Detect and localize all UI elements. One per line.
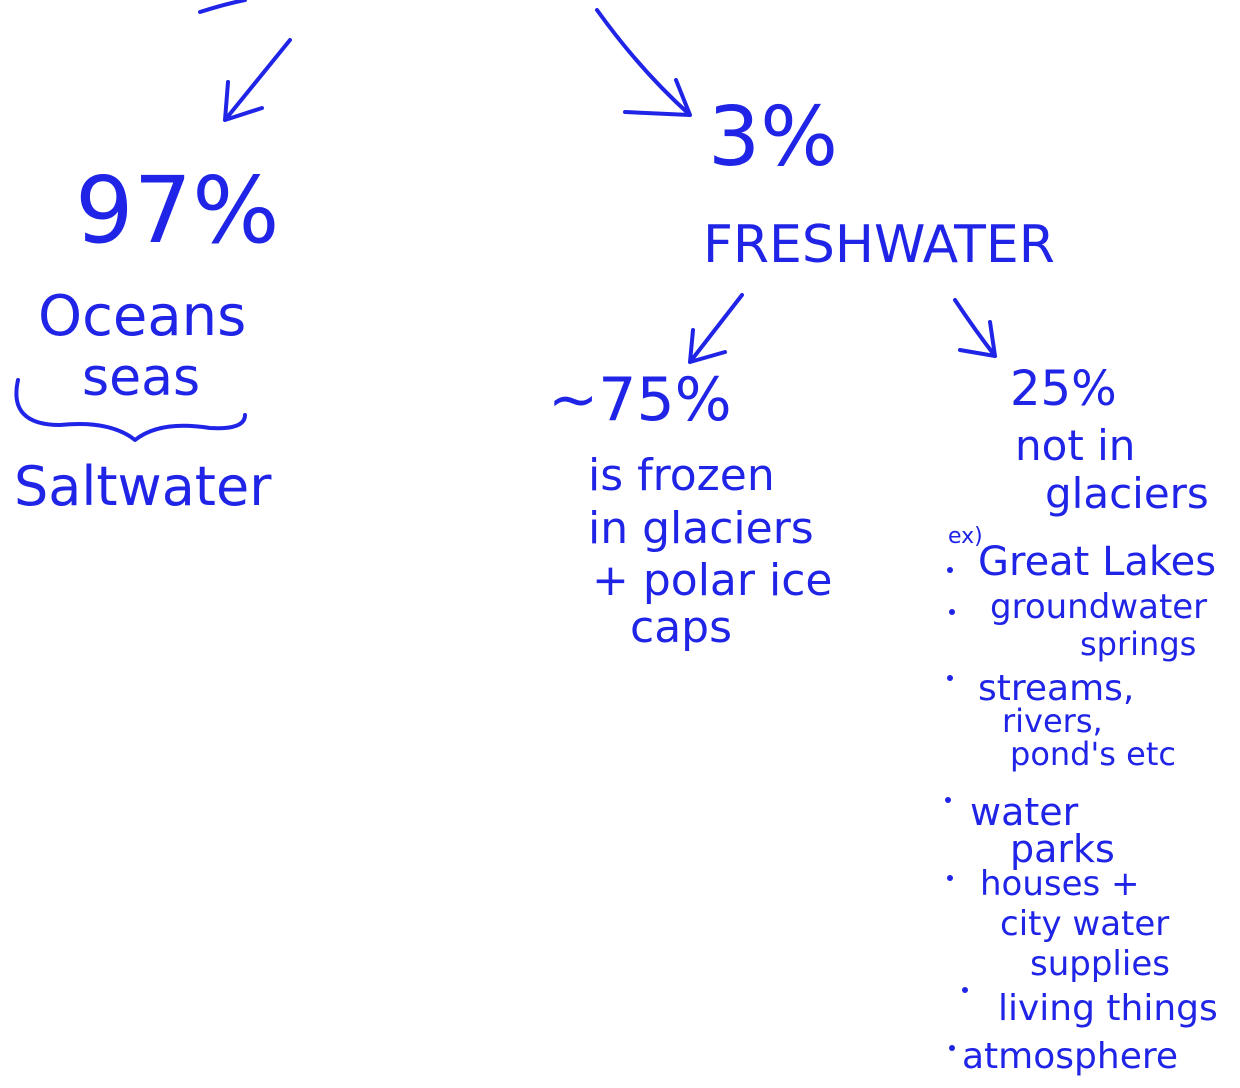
liquid-line: glaciers [1045,469,1209,518]
saltwater-label: Saltwater [14,455,272,518]
example-item: atmosphere [962,1036,1178,1077]
bullet [945,797,951,803]
example-item: supplies [1030,944,1170,984]
freshwater-percent: 3% [708,90,838,185]
example-item: houses + [980,864,1140,904]
example-item: living things [998,988,1218,1029]
bullet [947,875,953,881]
arrow [955,300,995,356]
example-item: Great Lakes [978,539,1216,585]
example-item: groundwater [990,587,1207,627]
arrow [597,10,690,115]
saltwater-line: Oceans [38,284,246,349]
frozen-percent: ~75% [548,365,732,435]
frozen-line: is frozen [588,450,775,501]
frozen-line: + polar ice [592,555,832,606]
freshwater-label: FRESHWATER [703,215,1055,275]
whiteboard: 97% Oceans seas Saltwater 3% FRESHWATER … [0,0,1240,1084]
arrow [225,40,290,120]
bullet [947,675,953,681]
example-item: springs [1080,625,1196,663]
stroke-fragment [200,0,245,12]
bullet [947,567,953,573]
frozen-line: caps [630,602,732,653]
liquid-percent: 25% [1010,361,1117,417]
example-item: city water [1000,904,1169,944]
liquid-line: not in [1015,421,1135,470]
frozen-line: in glaciers [588,503,814,554]
example-item: pond's etc [1010,735,1176,773]
bullet [962,987,968,993]
saltwater-line: seas [82,348,200,408]
bullet [949,1045,955,1051]
bullet [949,609,955,615]
arrow [690,295,742,362]
saltwater-percent: 97% [75,157,279,264]
